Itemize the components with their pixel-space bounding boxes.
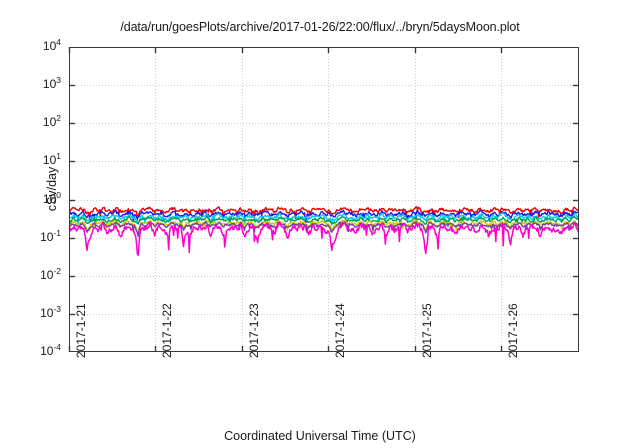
- y-tick-label: 10-4: [40, 342, 61, 358]
- y-tick-label: 100: [42, 189, 61, 206]
- x-tick-label: 2017-1-24: [332, 303, 347, 358]
- x-tick-label: 2017-1-23: [246, 303, 261, 358]
- x-tick-label: 2017-1-26: [505, 303, 520, 358]
- y-tick-label: 10-3: [40, 303, 61, 320]
- x-axis-label: Coordinated Universal Time (UTC): [224, 429, 416, 443]
- plot-title: /data/run/goesPlots/archive/2017-01-26/2…: [120, 20, 520, 34]
- x-tick-label: 2017-1-21: [73, 303, 88, 358]
- y-tick-label: 102: [42, 113, 61, 130]
- y-tick-label: 104: [42, 37, 61, 53]
- x-tick-label: 2017-1-22: [159, 303, 174, 358]
- y-tick-label: 103: [42, 75, 61, 92]
- plot-frame: [69, 47, 579, 352]
- y-tick-label: 10-1: [40, 227, 61, 244]
- x-tick-label: 2017-1-25: [419, 303, 434, 358]
- y-tick-label: 10-2: [40, 265, 61, 282]
- y-tick-label: 101: [42, 151, 61, 168]
